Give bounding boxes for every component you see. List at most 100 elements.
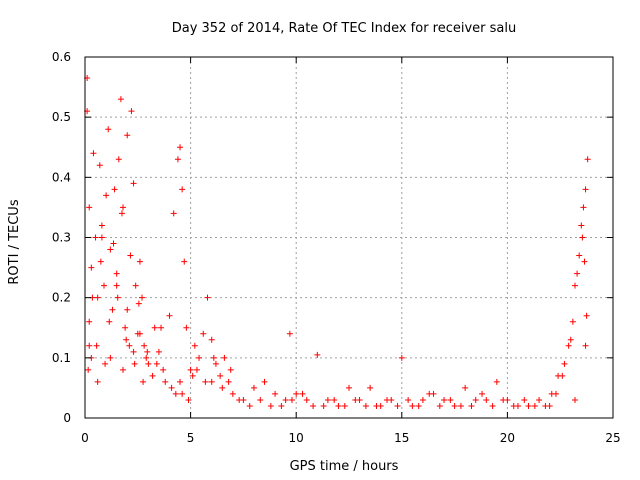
data-point — [286, 330, 293, 337]
y-tick-label: 0.2 — [52, 291, 71, 305]
data-point — [110, 240, 117, 247]
data-point — [123, 336, 130, 343]
data-point — [130, 180, 137, 187]
data-point — [409, 402, 416, 409]
data-point — [227, 366, 234, 373]
data-point — [362, 402, 369, 409]
data-point — [542, 402, 549, 409]
data-point — [310, 402, 317, 409]
y-tick-label: 0 — [63, 411, 71, 425]
data-point — [468, 402, 475, 409]
data-point — [168, 384, 175, 391]
data-point — [580, 204, 587, 211]
data-point — [367, 384, 374, 391]
data-point — [122, 324, 129, 331]
tick-labels: 0 5 10 15 20 25 0 0.1 0.2 0.3 0.4 0.5 0.6 — [52, 50, 621, 445]
data-point — [97, 258, 104, 265]
data-point — [208, 378, 215, 385]
data-point — [106, 318, 113, 325]
data-point — [177, 378, 184, 385]
data-point — [85, 366, 92, 373]
y-axis-label: ROTI / TECUs — [7, 199, 22, 284]
data-point — [569, 318, 576, 325]
data-point — [278, 402, 285, 409]
data-point — [185, 396, 192, 403]
x-tick-label: 20 — [500, 431, 515, 445]
data-point — [267, 402, 274, 409]
data-point — [272, 390, 279, 397]
data-point — [204, 294, 211, 301]
data-point — [107, 354, 114, 361]
data-point — [145, 360, 152, 367]
data-point — [166, 312, 173, 319]
data-point — [548, 390, 555, 397]
data-point — [96, 162, 103, 169]
y-tick-label: 0.4 — [52, 170, 71, 184]
data-point — [489, 402, 496, 409]
data-point — [335, 402, 342, 409]
data-point — [144, 348, 151, 355]
plot-frame — [84, 56, 614, 419]
data-point — [415, 402, 422, 409]
data-point — [181, 258, 188, 265]
data-point — [170, 210, 177, 217]
data-point — [352, 396, 359, 403]
data-point — [120, 204, 127, 211]
data-point — [479, 390, 486, 397]
data-point — [394, 402, 401, 409]
data-point — [202, 378, 209, 385]
x-tick-label: 5 — [187, 431, 195, 445]
data-point — [158, 324, 165, 331]
data-point — [101, 282, 108, 289]
data-point — [139, 294, 146, 301]
data-point — [567, 336, 574, 343]
data-point — [212, 360, 219, 367]
data-point — [143, 354, 150, 361]
data-point — [130, 348, 137, 355]
data-point — [493, 378, 500, 385]
data-point — [324, 396, 331, 403]
data-point — [132, 282, 139, 289]
data-point — [331, 396, 338, 403]
data-point — [107, 246, 114, 253]
data-point — [94, 378, 101, 385]
data-point — [229, 390, 236, 397]
data-point — [531, 402, 538, 409]
data-point — [384, 396, 391, 403]
data-point — [128, 108, 135, 115]
data-point — [140, 378, 147, 385]
data-point — [179, 390, 186, 397]
data-point — [320, 402, 327, 409]
data-point — [561, 360, 568, 367]
data-point — [102, 360, 109, 367]
data-point — [111, 186, 118, 193]
data-point — [196, 354, 203, 361]
x-tick-label: 15 — [394, 431, 409, 445]
data-point — [521, 396, 528, 403]
data-point — [136, 258, 143, 265]
data-point — [127, 252, 134, 259]
data-point — [162, 378, 169, 385]
data-point — [179, 186, 186, 193]
data-point — [126, 342, 133, 349]
data-point — [314, 351, 321, 358]
data-point — [462, 384, 469, 391]
data-point — [208, 336, 215, 343]
data-point — [398, 354, 405, 361]
data-point — [93, 342, 100, 349]
data-point — [419, 396, 426, 403]
data-point — [105, 126, 112, 133]
x-tick-label: 25 — [605, 431, 620, 445]
data-point — [581, 258, 588, 265]
data-point — [117, 96, 124, 103]
data-point — [219, 384, 226, 391]
data-point — [246, 402, 253, 409]
chart-title: Day 352 of 2014, Rate Of TEC Index for r… — [172, 21, 517, 36]
data-points — [84, 75, 591, 409]
data-point — [92, 234, 99, 241]
data-point — [447, 396, 454, 403]
data-point — [153, 360, 160, 367]
data-point — [436, 402, 443, 409]
data-point — [94, 294, 101, 301]
data-point — [500, 396, 507, 403]
